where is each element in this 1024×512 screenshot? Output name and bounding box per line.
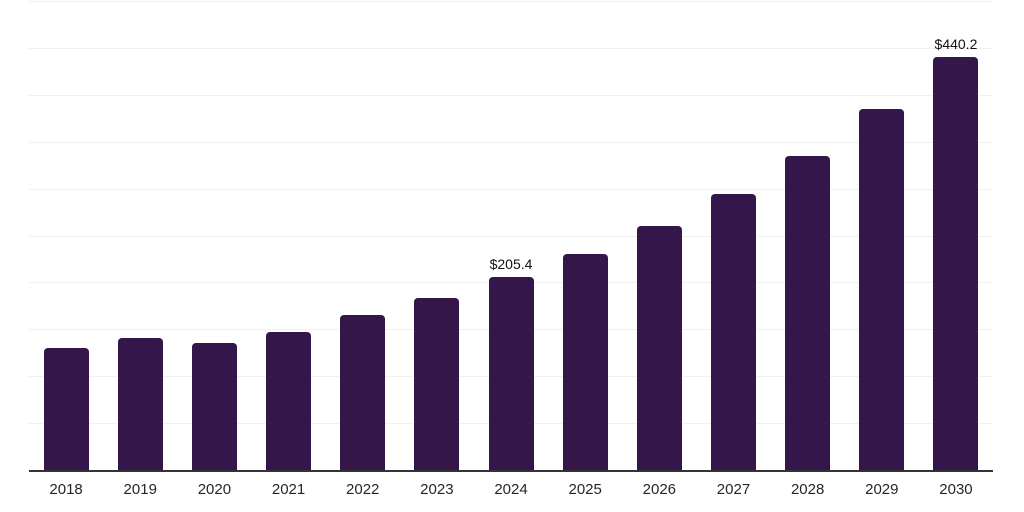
- bar-2029: [859, 109, 905, 470]
- bar-2023: [414, 298, 460, 470]
- bar-2022: [340, 315, 386, 470]
- plot-area: $205.4 $440.2: [29, 1, 993, 472]
- x-tick-label-2028: 2028: [790, 481, 825, 498]
- bar-slot-2028: [771, 1, 845, 470]
- bar-slot-2021: [251, 1, 325, 470]
- bar-2027: [710, 194, 756, 470]
- bar-slot-2025: [548, 1, 622, 470]
- bar-slot-2023: [400, 1, 474, 470]
- gridline-500: [29, 1, 993, 2]
- gridline-450: [29, 47, 993, 49]
- bar-slot-2018: [29, 1, 103, 470]
- bar-value-label-2030: $440.2: [934, 36, 978, 53]
- gridline-350: [29, 141, 993, 143]
- x-tick-label-2019: 2019: [123, 481, 157, 498]
- bar-2020: [191, 343, 237, 470]
- gridline-250: [29, 235, 993, 237]
- bar-2028: [785, 155, 831, 470]
- bar-value-label-2024: $205.4: [489, 256, 533, 273]
- x-tick-label-2029: 2029: [865, 481, 899, 498]
- bar-2025: [562, 253, 608, 470]
- x-tick-label-2022: 2022: [346, 481, 380, 498]
- x-axis-tick-labels: 2018 2019 2020 2021 2022 2023 2024 2025 2026 2027…: [29, 482, 993, 497]
- x-tick-label-2020: 2020: [197, 481, 232, 498]
- bar-2019: [117, 337, 163, 470]
- bars-layer: $205.4 $440.2: [29, 1, 993, 470]
- x-tick-label-2026: 2026: [642, 481, 677, 498]
- bar-2026: [636, 226, 682, 470]
- bar-slot-2026: [622, 1, 696, 470]
- gridline-400: [29, 94, 993, 96]
- bar-slot-2029: [845, 1, 919, 470]
- bar-slot-2020: [177, 1, 251, 470]
- bar-slot-2022: [326, 1, 400, 470]
- gridline-300: [29, 188, 993, 190]
- x-tick-label-2027: 2027: [716, 481, 751, 498]
- x-tick-label-2024: 2024: [494, 481, 528, 498]
- bar-slot-2024: $205.4: [474, 1, 548, 470]
- bar-slot-2027: [696, 1, 770, 470]
- x-tick-label-2018: 2018: [49, 481, 83, 498]
- bar-slot-2030: $440.2: [919, 1, 993, 470]
- bar-2024: [488, 277, 534, 470]
- x-tick-label-2025: 2025: [568, 481, 602, 498]
- x-axis-line: [29, 470, 993, 472]
- x-tick-label-2023: 2023: [420, 481, 454, 498]
- bar-2021: [266, 331, 312, 470]
- bar-2030: [933, 57, 979, 470]
- x-tick-label-2021: 2021: [271, 481, 306, 498]
- bar-2018: [43, 348, 89, 470]
- x-tick-label-2030: 2030: [939, 481, 973, 498]
- bar-slot-2019: [103, 1, 177, 470]
